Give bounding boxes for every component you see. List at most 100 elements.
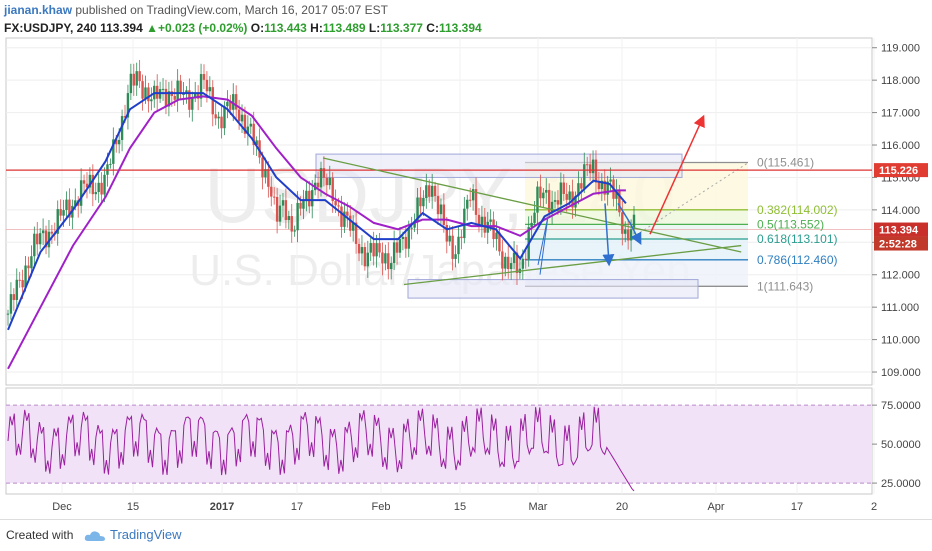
candle-body	[565, 193, 568, 200]
footer-bar: Created with TradingView	[0, 519, 932, 551]
rsi-tick-label: 75.0000	[881, 400, 921, 412]
symbol-line: FX:USDJPY, 240 113.394 ▲+0.023 (+0.02%) …	[4, 21, 482, 35]
projection-arrow-pullback[interactable]	[617, 202, 642, 245]
open-label: O:	[250, 21, 265, 35]
candle-body	[18, 279, 21, 281]
trendline[interactable]	[403, 244, 742, 286]
candle-body	[65, 199, 68, 211]
candle-body	[138, 71, 141, 82]
wave-marker	[537, 216, 549, 275]
candle-body	[214, 114, 217, 119]
candle-body	[264, 169, 267, 178]
candle-body	[24, 265, 27, 288]
main-pane[interactable]	[5, 37, 873, 386]
fib-level-label: 0.786(112.460)	[757, 253, 838, 267]
candle-body	[176, 80, 179, 100]
candle-body	[284, 200, 288, 220]
up-arrow-icon: ▲	[146, 21, 159, 35]
candle-body	[577, 183, 580, 196]
projection-arrow-up[interactable]	[649, 114, 705, 235]
candle-body	[319, 168, 323, 188]
candle-body	[428, 185, 431, 197]
candle-body	[117, 139, 121, 145]
candle-body	[234, 94, 238, 110]
candle-body	[30, 256, 33, 269]
author-link[interactable]: jianan.khaw	[4, 3, 73, 17]
x-tick-label: Dec	[52, 501, 72, 513]
candle-body	[445, 225, 448, 242]
x-tick-label: 17	[791, 501, 803, 513]
trendline[interactable]	[322, 157, 742, 253]
candle-body	[545, 189, 548, 193]
candle-body	[144, 87, 147, 99]
rsi-tick-label: 25.0000	[881, 478, 921, 490]
candle-body	[468, 199, 472, 201]
candle-body	[302, 200, 305, 209]
candle-body	[381, 252, 384, 264]
y-tick-label: 119.000	[881, 43, 920, 55]
candle-body	[539, 186, 542, 199]
candle-body	[161, 88, 165, 90]
candle-body	[416, 197, 419, 223]
candle-body	[249, 123, 252, 127]
rsi-tick-label: 50.0000	[881, 439, 921, 451]
candle-body	[401, 236, 405, 240]
candle-body	[82, 180, 86, 184]
candle-body	[141, 81, 144, 99]
candle-body	[343, 211, 346, 227]
candle-body	[232, 94, 235, 110]
candle-body	[208, 87, 212, 92]
projection-arrow-down[interactable]	[602, 203, 615, 267]
candle-body	[194, 93, 197, 98]
range-box-top[interactable]	[315, 153, 683, 178]
candle-body	[591, 159, 595, 174]
candle-body	[6, 313, 10, 315]
candle-body	[615, 191, 618, 199]
fib-level-label: 0.618(113.101)	[757, 232, 838, 246]
candle-body	[583, 164, 586, 189]
candle-body	[50, 231, 54, 234]
candle-body	[196, 93, 200, 99]
candle-body	[439, 204, 443, 215]
tradingview-logo[interactable]: TradingView	[84, 527, 182, 542]
candle-body	[609, 179, 612, 182]
fib-level-label: 0.382(114.002)	[757, 203, 838, 217]
y-tick-label: 114.000	[881, 205, 920, 217]
candle-body	[191, 97, 194, 110]
candle-body	[21, 280, 24, 288]
candle-body	[390, 263, 393, 270]
candle-body	[223, 106, 226, 129]
ma-fast-line	[7, 92, 627, 331]
candle-body	[354, 222, 358, 244]
candle-body	[322, 168, 326, 178]
candle-body	[392, 242, 396, 264]
candle-body	[305, 190, 308, 201]
candle-body	[44, 230, 48, 248]
candle-body	[9, 294, 13, 314]
candle-body	[68, 199, 71, 218]
x-tick-label: 20	[616, 501, 628, 513]
x-tick-label: 2017	[210, 501, 234, 513]
x-tick-label: Feb	[372, 501, 391, 513]
chart-canvas[interactable]: USDJPY, 240 U.S. Dollar/Japanese Yen 0(1…	[0, 0, 932, 519]
candle-body	[296, 202, 299, 231]
y-tick-label: 109.000	[881, 367, 921, 379]
candle-body	[556, 200, 560, 205]
candle-body	[530, 222, 533, 228]
candle-body	[281, 200, 285, 206]
tradingview-brand: TradingView	[110, 527, 182, 542]
candle-body	[229, 101, 232, 110]
candle-body	[182, 93, 185, 95]
candle-body	[553, 200, 557, 202]
range-box-bottom[interactable]	[407, 279, 699, 299]
candle-body	[606, 181, 609, 195]
candle-body	[357, 243, 361, 254]
candle-body	[507, 256, 510, 270]
candle-body	[471, 189, 475, 201]
candle-body	[521, 258, 525, 269]
candle-body	[387, 253, 390, 270]
candle-body	[363, 247, 367, 267]
candle-body	[97, 182, 100, 193]
x-tick-label: Apr	[707, 501, 724, 513]
candle-body	[287, 216, 291, 220]
